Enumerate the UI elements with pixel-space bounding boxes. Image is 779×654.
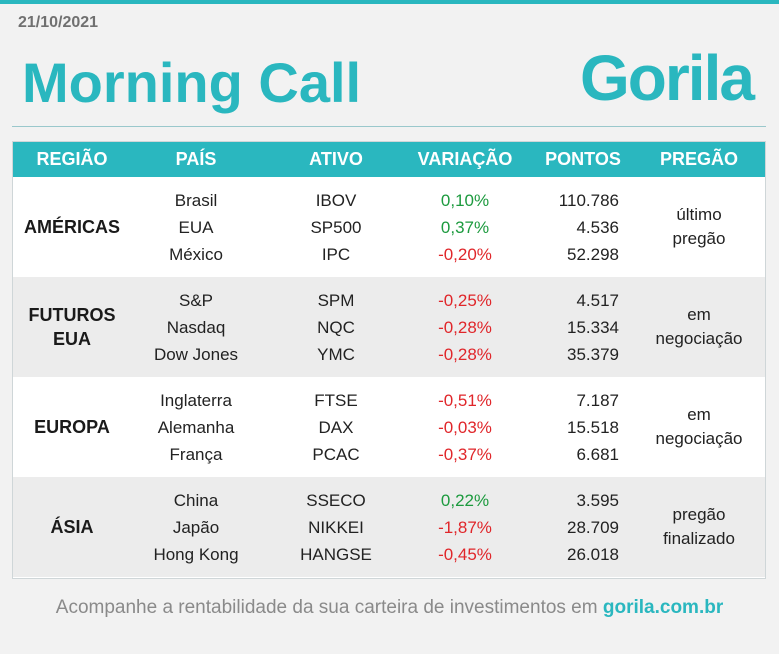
table-group-europa: EUROPA Inglaterra FTSE -0,51% 7.187 Alem… bbox=[13, 377, 765, 477]
variacao-cell: -0,37% bbox=[438, 445, 492, 464]
pontos-cell: 7.187 bbox=[576, 391, 619, 410]
pais-cell: Nasdaq bbox=[166, 318, 226, 337]
table-group-futuros-eua: FUTUROS EUA S&P SPM -0,25% 4.517 Nasdaq N… bbox=[13, 277, 765, 377]
variacao-cell: -0,03% bbox=[438, 418, 492, 437]
variacao-cell: -1,87% bbox=[438, 518, 492, 537]
region-label: EUROPA bbox=[34, 417, 110, 437]
pregao-status: em negociação bbox=[655, 305, 743, 348]
pais-cell: Dow Jones bbox=[153, 345, 239, 364]
pregao-status: pregão finalizado bbox=[663, 505, 735, 548]
pais-cell: Inglaterra bbox=[160, 391, 232, 410]
ativo-cell: IPC bbox=[321, 245, 351, 264]
ativo-cell: SSECO bbox=[306, 491, 366, 510]
footer-text: Acompanhe a rentabilidade da sua carteir… bbox=[55, 597, 603, 618]
column-header-ativo: ATIVO bbox=[309, 149, 363, 169]
pontos-cell: 3.595 bbox=[576, 491, 619, 510]
pais-cell: Japão bbox=[172, 518, 220, 537]
pais-cell: Alemanha bbox=[157, 418, 235, 437]
report-date: 21/10/2021 bbox=[18, 14, 99, 31]
market-table: REGIÃO PAÍS ATIVO VARIAÇÃO PONTOS PREGÃO… bbox=[12, 141, 766, 579]
pregao-status: em negociação bbox=[655, 405, 743, 448]
gorila-logo-text: Gorila bbox=[580, 42, 755, 114]
pais-cell: EUA bbox=[178, 218, 214, 237]
column-header-pais: PAÍS bbox=[175, 149, 217, 169]
ativo-cell: YMC bbox=[317, 345, 355, 364]
column-header-variacao: VARIAÇÃO bbox=[417, 149, 513, 169]
pais-cell: México bbox=[169, 245, 223, 264]
variacao-cell: 0,22% bbox=[440, 491, 490, 510]
variacao-cell: 0,10% bbox=[440, 191, 490, 210]
ativo-cell: NIKKEI bbox=[308, 518, 364, 537]
pregao-status: último pregão bbox=[672, 205, 726, 248]
variacao-cell: 0,37% bbox=[440, 218, 490, 237]
ativo-cell: NQC bbox=[317, 318, 355, 337]
ativo-cell: DAX bbox=[318, 418, 354, 437]
pontos-cell: 28.709 bbox=[567, 518, 619, 537]
pais-cell: China bbox=[173, 491, 219, 510]
gorila-website-link[interactable]: gorila.com.br bbox=[602, 597, 724, 618]
column-header-pontos: PONTOS bbox=[545, 149, 621, 169]
header-divider bbox=[12, 126, 766, 127]
pontos-cell: 15.518 bbox=[567, 418, 619, 437]
ativo-cell: IBOV bbox=[315, 191, 357, 210]
pontos-cell: 15.334 bbox=[567, 318, 619, 337]
table-header: REGIÃO PAÍS ATIVO VARIAÇÃO PONTOS PREGÃO bbox=[13, 142, 765, 177]
top-accent-bar bbox=[0, 0, 779, 4]
pontos-cell: 4.536 bbox=[576, 218, 619, 237]
pontos-cell: 26.018 bbox=[567, 545, 619, 564]
pontos-cell: 6.681 bbox=[576, 445, 619, 464]
ativo-cell: PCAC bbox=[312, 445, 360, 464]
pontos-cell: 110.786 bbox=[558, 191, 619, 210]
variacao-cell: -0,25% bbox=[438, 291, 492, 310]
region-label: AMÉRICAS bbox=[23, 217, 120, 237]
variacao-cell: -0,51% bbox=[438, 391, 492, 410]
variacao-cell: -0,28% bbox=[438, 318, 492, 337]
ativo-cell: SPM bbox=[317, 291, 355, 310]
pais-cell: S&P bbox=[178, 291, 214, 310]
ativo-cell: FTSE bbox=[314, 391, 358, 410]
table-group-americas: AMÉRICAS Brasil IBOV 0,10% 110.786 EUA S… bbox=[13, 177, 765, 277]
variacao-cell: -0,20% bbox=[438, 245, 492, 264]
page-title: Morning Call bbox=[22, 51, 362, 114]
pais-cell: França bbox=[169, 445, 223, 464]
pontos-cell: 4.517 bbox=[576, 291, 619, 310]
pontos-cell: 52.298 bbox=[567, 245, 619, 264]
pais-cell: Brasil bbox=[174, 191, 218, 210]
column-header-pregao: PREGÃO bbox=[659, 149, 738, 169]
column-header-regiao: REGIÃO bbox=[36, 149, 108, 169]
gorila-logo: Gorila bbox=[580, 42, 768, 114]
region-label: ÁSIA bbox=[50, 517, 94, 537]
ativo-cell: SP500 bbox=[310, 218, 362, 237]
pontos-cell: 35.379 bbox=[567, 345, 619, 364]
pais-cell: Hong Kong bbox=[153, 545, 239, 564]
variacao-cell: -0,45% bbox=[438, 545, 492, 564]
region-label: FUTUROS EUA bbox=[28, 305, 116, 349]
table-group-asia: ÁSIA China SSECO 0,22% 3.595 Japão NIKKE… bbox=[13, 477, 765, 577]
ativo-cell: HANGSE bbox=[300, 545, 372, 564]
variacao-cell: -0,28% bbox=[438, 345, 492, 364]
footer-note: Acompanhe a rentabilidade da sua carteir… bbox=[0, 597, 779, 619]
